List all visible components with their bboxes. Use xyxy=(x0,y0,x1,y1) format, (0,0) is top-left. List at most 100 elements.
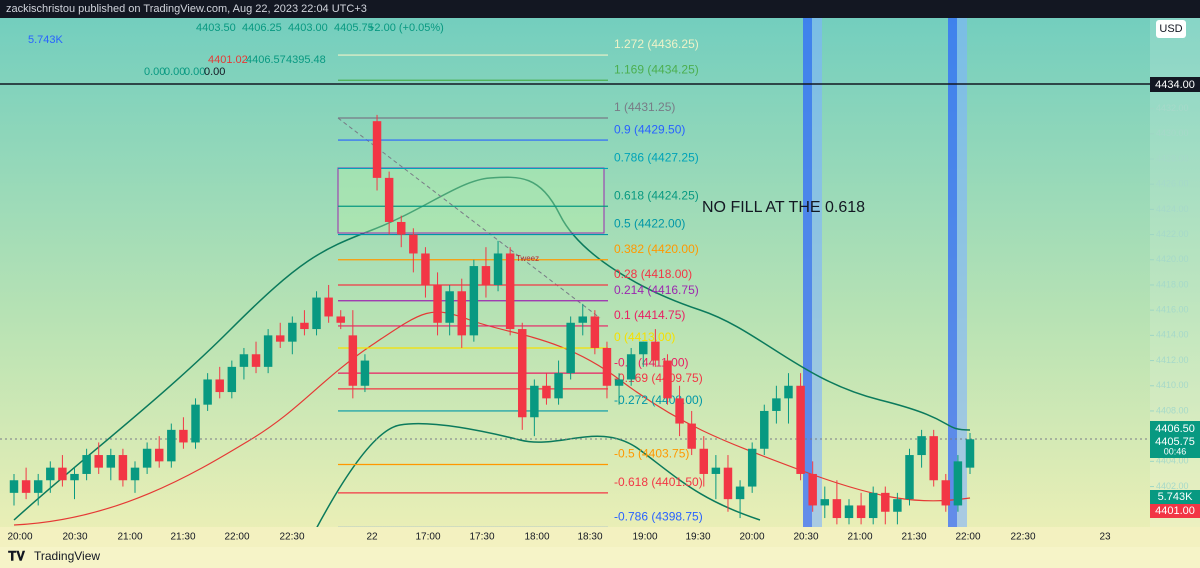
price-tick-label: 4416.00 xyxy=(1156,305,1189,315)
price-tag xyxy=(1150,77,1200,92)
fib-label: 0.28 (4418.00) xyxy=(614,267,692,281)
price-tag xyxy=(1150,504,1200,518)
fib-label: -0.272 (4408.00) xyxy=(614,393,703,407)
candle-body xyxy=(893,499,902,512)
candle-body xyxy=(227,366,237,393)
currency[interactable]: USD xyxy=(1159,23,1182,35)
highlight-band xyxy=(803,18,812,527)
legend-ind2: 0.00 xyxy=(144,66,165,78)
zone-box xyxy=(337,167,605,234)
time-label: 18:30 xyxy=(577,532,602,543)
time-label: 22 xyxy=(366,532,378,543)
time-label: 23 xyxy=(1099,532,1111,543)
candle-body xyxy=(215,379,224,393)
candle-body xyxy=(566,322,575,374)
highlight-band xyxy=(948,18,957,527)
price-tick-label: 4432.00 xyxy=(1156,103,1189,113)
time-label: 21:00 xyxy=(847,532,872,543)
price-tag xyxy=(1150,490,1200,504)
legend-open: 4403.50 xyxy=(196,22,236,34)
price-tick-label: 4410.00 xyxy=(1156,380,1189,390)
candle-body xyxy=(808,473,817,506)
time-label: 19:00 xyxy=(632,532,657,543)
fib-label: 0.618 (4424.25) xyxy=(614,188,699,202)
candle-body xyxy=(518,329,527,418)
candle-body xyxy=(687,423,696,449)
fib-label: 0.1 (4414.75) xyxy=(614,308,685,322)
price-tick-label: 4402.00 xyxy=(1156,481,1189,491)
candle-body xyxy=(445,291,454,323)
time-label: 22:30 xyxy=(1010,532,1035,543)
candle-body xyxy=(675,398,684,424)
candle-body xyxy=(554,373,563,399)
candle-body xyxy=(856,505,866,519)
legend-ind: 4406.57 xyxy=(246,54,286,66)
candle-body xyxy=(433,284,442,323)
time-label: 19:30 xyxy=(685,532,710,543)
candle-body xyxy=(844,505,854,519)
candle-body xyxy=(457,291,466,336)
legend-ind2: 0.00 xyxy=(204,66,225,78)
candle-body xyxy=(142,448,152,468)
candle-body xyxy=(578,316,587,323)
header-bar xyxy=(0,0,1200,18)
time-axis xyxy=(0,527,1200,547)
candle-body xyxy=(784,385,793,399)
candle-body xyxy=(421,253,430,285)
time-label: 22:00 xyxy=(955,532,980,543)
legend-close: 4405.75 xyxy=(334,22,374,34)
candle-body xyxy=(154,448,164,462)
candle-body xyxy=(9,480,19,493)
candle-body xyxy=(711,467,721,474)
time-label: 17:30 xyxy=(469,532,494,543)
logo: 𝐓𝐕 xyxy=(8,548,25,563)
candle-body xyxy=(94,455,103,468)
candle-body xyxy=(300,322,309,330)
time-label: 21:00 xyxy=(117,532,142,543)
candle-body xyxy=(905,455,914,500)
price-tick-label: 4408.00 xyxy=(1156,405,1189,415)
candle-body xyxy=(917,436,926,456)
fib-label: -0.5 (4403.75) xyxy=(614,447,689,461)
candle-body xyxy=(590,316,600,348)
legend-low: 4403.00 xyxy=(288,22,328,34)
price-tag-text: 4406.50 xyxy=(1155,423,1195,435)
fib-label: 0.382 (4420.00) xyxy=(614,242,699,256)
price-tick-label: 4418.00 xyxy=(1156,279,1189,289)
candle-body xyxy=(881,492,890,512)
candle-body xyxy=(820,499,830,506)
fib-label: 0.9 (4429.50) xyxy=(614,122,685,136)
candle-body xyxy=(723,467,733,500)
price-tick-label: 4426.00 xyxy=(1156,179,1189,189)
candle-body xyxy=(324,297,333,317)
currency-button[interactable] xyxy=(1156,20,1186,38)
candle-body xyxy=(530,385,539,418)
candle-body xyxy=(493,253,503,285)
legend: 4403.50 4406.25 4403.00 4405.75 +2.00 (+… xyxy=(28,22,444,78)
price-tick-label: 4404.00 xyxy=(1156,456,1189,466)
publisher: zackischristou published on TradingView.… xyxy=(6,3,367,15)
time-label: 20:30 xyxy=(793,532,818,543)
fib-label: 1 (4431.25) xyxy=(614,100,675,114)
legend-high: 4406.25 xyxy=(242,22,282,34)
candle-body xyxy=(130,467,140,481)
candle-body xyxy=(941,480,951,506)
candle-body xyxy=(639,341,648,355)
candle-body xyxy=(965,439,975,468)
highlight-band xyxy=(957,18,967,527)
upper-band xyxy=(13,176,971,521)
footer-brand: TradingView xyxy=(34,549,100,563)
legend-ind2: 0.00 xyxy=(184,66,205,78)
candle-body xyxy=(409,234,418,254)
candle-body xyxy=(348,335,358,386)
candle-body xyxy=(106,455,116,468)
time-label: 20:30 xyxy=(62,532,87,543)
footer xyxy=(0,547,1200,568)
time-label: 21:30 xyxy=(170,532,195,543)
candle-body xyxy=(481,266,491,285)
price-tag xyxy=(1150,421,1200,436)
time-label: 17:00 xyxy=(415,532,440,543)
fib-label: 1.272 (4436.25) xyxy=(614,37,699,51)
